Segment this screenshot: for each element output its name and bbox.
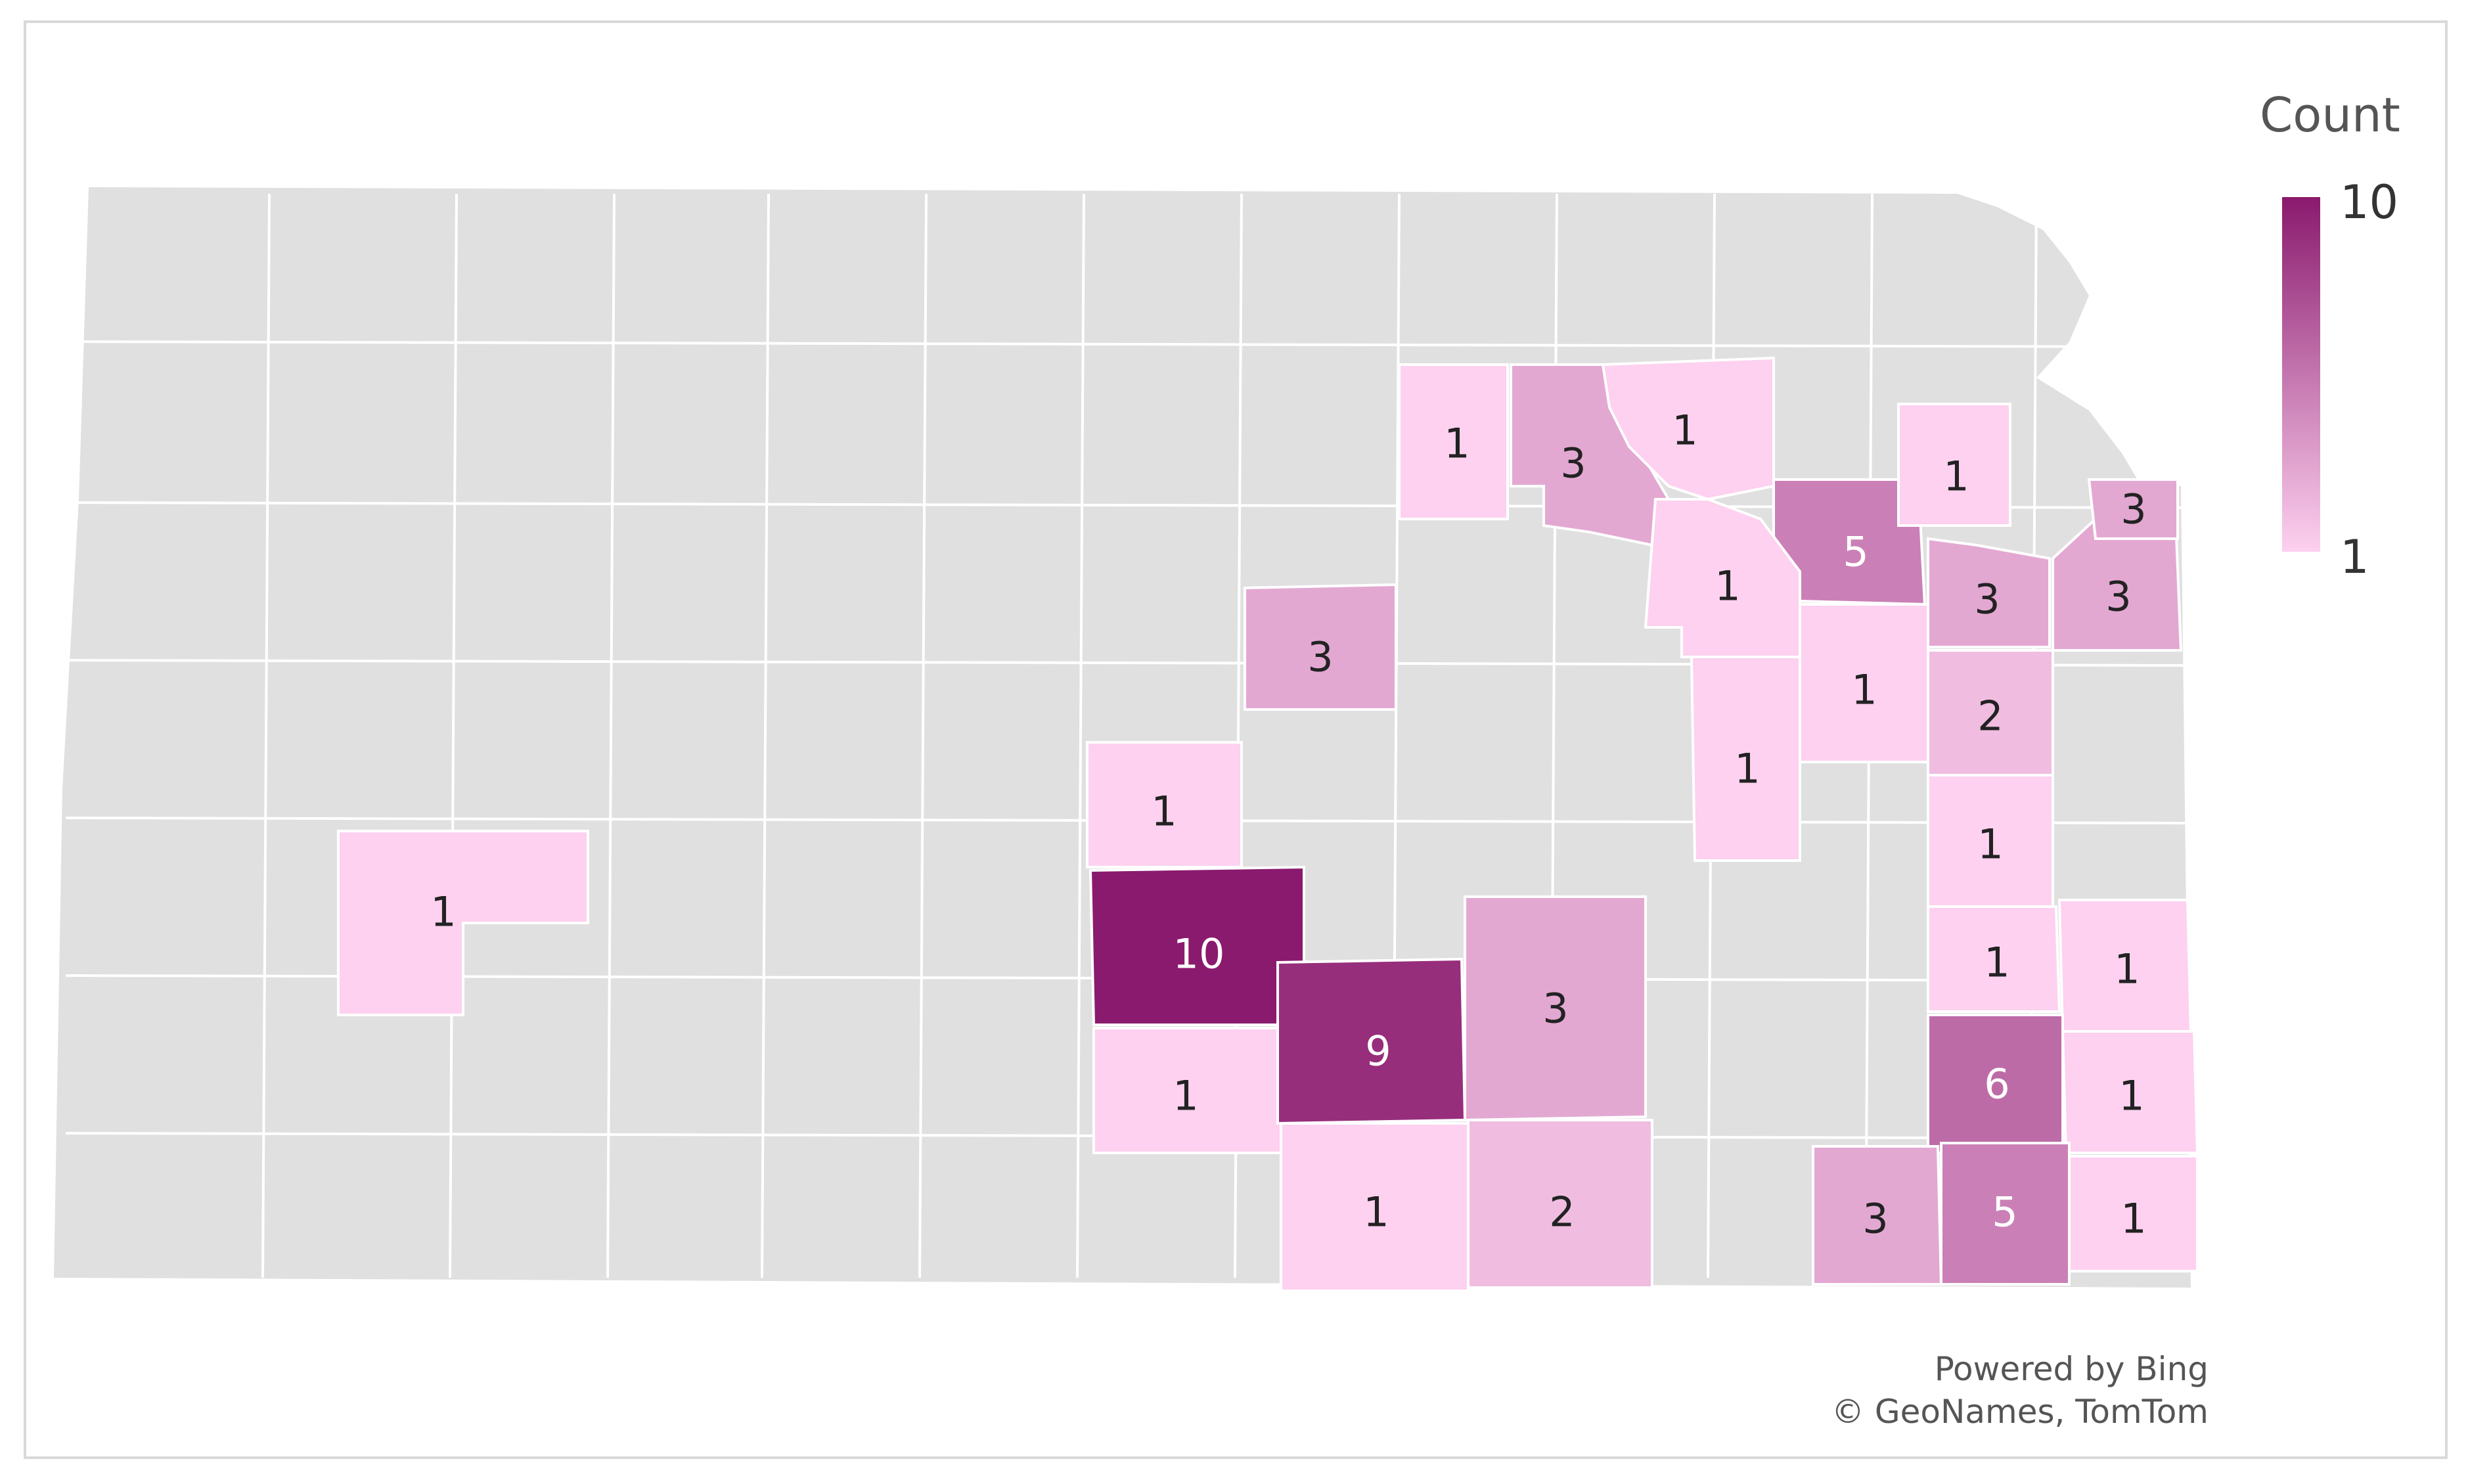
county-count-label: 5: [1992, 1188, 2017, 1236]
county-count-label: 9: [1365, 1027, 1391, 1075]
legend-max-label: 10: [2340, 175, 2398, 229]
county-count-label: 5: [1843, 528, 1868, 576]
county-count-label: 3: [1307, 633, 1333, 681]
county-border-line: [65, 340, 2188, 348]
county-count-label: 1: [430, 888, 456, 936]
county-count-label: 2: [1549, 1188, 1575, 1236]
county-count-label: 1: [1734, 745, 1760, 793]
county-region[interactable]: [1690, 656, 1801, 862]
county-count-label: 1: [1444, 420, 1470, 468]
county-count-label: 10: [1173, 930, 1225, 978]
county-count-label: 1: [1363, 1188, 1389, 1236]
county-region[interactable]: [2068, 1155, 2199, 1272]
county-region[interactable]: [1467, 1119, 1653, 1289]
county-region[interactable]: [337, 830, 589, 1016]
county-region[interactable]: [1280, 1122, 1470, 1292]
county-region[interactable]: [1601, 356, 1775, 501]
county-count-label: 1: [2119, 1072, 2144, 1120]
county-count-label: 1: [1173, 1072, 1198, 1120]
county-count-label: 3: [2120, 485, 2146, 533]
county-count-label: 1: [1851, 666, 1877, 714]
county-border-line: [761, 193, 770, 1278]
county-region[interactable]: [1464, 895, 1647, 1122]
county-border-line: [918, 193, 928, 1278]
legend-title: Count: [2260, 87, 2400, 143]
county-region[interactable]: [1897, 403, 2011, 527]
county-count-label: 2: [1977, 692, 2003, 740]
county-border-line: [261, 193, 271, 1278]
county-count-label: 3: [1974, 575, 2000, 623]
county-count-label: 1: [1151, 788, 1177, 836]
county-region[interactable]: [2061, 1030, 2199, 1154]
county-count-label: 1: [1984, 939, 2009, 987]
county-count-label: 3: [1560, 439, 1586, 487]
highlighted-counties-layer: [337, 356, 2199, 1292]
legend-gradient-bar: [2282, 197, 2320, 552]
county-count-label: 1: [1977, 821, 2003, 868]
county-count-label: 6: [1984, 1060, 2009, 1108]
county-region[interactable]: [1244, 583, 1397, 711]
attribution-powered-by: Powered by Bing: [1934, 1350, 2209, 1388]
attribution-copyright: © GeoNames, TomTom: [1831, 1393, 2209, 1431]
county-count-label: 3: [1542, 985, 1568, 1033]
legend-min-label: 1: [2340, 530, 2369, 584]
county-border-line: [1076, 193, 1085, 1278]
county-count-label: 3: [2105, 573, 2131, 621]
county-border-line: [449, 193, 458, 1278]
county-count-label: 1: [2120, 1195, 2146, 1243]
county-region[interactable]: [1398, 363, 1509, 520]
county-region[interactable]: [1940, 1142, 2071, 1286]
county-border-line: [606, 193, 616, 1278]
county-count-label: 1: [1715, 562, 1740, 610]
county-count-label: 1: [1943, 453, 1969, 501]
county-count-label: 1: [1672, 407, 1697, 455]
county-count-label: 3: [1862, 1195, 1888, 1243]
county-count-label: 1: [2114, 945, 2140, 993]
color-legend: Count 10 1: [2260, 87, 2400, 584]
county-region[interactable]: [2087, 478, 2179, 540]
county-region[interactable]: [1927, 905, 2061, 1013]
